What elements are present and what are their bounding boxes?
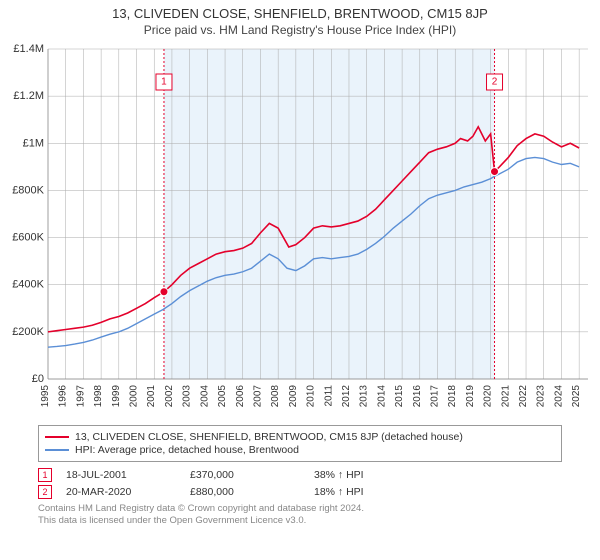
legend-label: 13, CLIVEDEN CLOSE, SHENFIELD, BRENTWOOD… <box>75 431 463 443</box>
x-tick-label: 1998 <box>93 385 104 408</box>
transaction-date: 18-JUL-2001 <box>66 469 176 481</box>
x-tick-label: 2002 <box>164 385 175 408</box>
y-tick-label: £1.2M <box>13 90 44 102</box>
transaction-row: 2 20-MAR-2020 £880,000 18% ↑ HPI <box>38 485 562 499</box>
x-tick-label: 2011 <box>323 385 334 407</box>
x-tick-label: 2004 <box>199 385 210 408</box>
x-tick-label: 2008 <box>270 385 281 408</box>
x-tick-label: 1999 <box>111 385 122 408</box>
x-tick-label: 2018 <box>447 385 458 408</box>
x-tick-label: 2021 <box>500 385 511 408</box>
transaction-price: £880,000 <box>190 486 300 498</box>
x-tick-label: 2019 <box>465 385 476 408</box>
x-tick-label: 2015 <box>394 385 405 408</box>
x-tick-label: 2009 <box>288 385 299 408</box>
legend-swatch <box>45 449 69 451</box>
x-tick-label: 2005 <box>217 385 228 408</box>
transaction-row: 1 18-JUL-2001 £370,000 38% ↑ HPI <box>38 468 562 482</box>
x-tick-label: 2012 <box>341 385 352 408</box>
y-tick-label: £1.4M <box>13 43 44 55</box>
x-tick-label: 2010 <box>306 385 317 408</box>
transaction-delta: 38% ↑ HPI <box>314 469 424 481</box>
x-tick-label: 2025 <box>571 385 582 408</box>
event-point <box>491 168 499 176</box>
y-tick-label: £800K <box>12 184 44 196</box>
footer-line-2: This data is licensed under the Open Gov… <box>38 515 562 527</box>
y-tick-label: £600K <box>12 232 44 244</box>
x-tick-label: 1996 <box>58 385 69 408</box>
legend-item: HPI: Average price, detached house, Bren… <box>45 444 555 456</box>
x-tick-label: 2007 <box>252 385 263 408</box>
x-tick-label: 1995 <box>40 385 51 408</box>
y-tick-label: £400K <box>12 279 44 291</box>
event-point <box>160 288 168 296</box>
x-tick-label: 2023 <box>536 385 547 408</box>
x-tick-label: 2003 <box>182 385 193 408</box>
x-tick-label: 2013 <box>359 385 370 408</box>
y-tick-label: £0 <box>32 373 44 385</box>
event-badge-number: 2 <box>492 77 498 88</box>
x-tick-label: 1997 <box>75 385 86 408</box>
x-tick-label: 2017 <box>430 385 441 408</box>
page-title: 13, CLIVEDEN CLOSE, SHENFIELD, BRENTWOOD… <box>10 6 590 21</box>
transaction-date: 20-MAR-2020 <box>66 486 176 498</box>
transaction-price: £370,000 <box>190 469 300 481</box>
x-tick-label: 2020 <box>483 385 494 408</box>
legend-swatch <box>45 436 69 438</box>
transaction-delta: 18% ↑ HPI <box>314 486 424 498</box>
x-tick-label: 2022 <box>518 385 529 408</box>
x-tick-label: 2001 <box>146 385 157 408</box>
highlight-band <box>164 49 495 379</box>
transaction-badge: 2 <box>38 485 52 499</box>
chart-svg: £0 £200K £400K £600K £800K £1M £1.2M £1.4M 1995 1… <box>0 41 600 421</box>
legend: 13, CLIVEDEN CLOSE, SHENFIELD, BRENTWOOD… <box>38 425 562 462</box>
x-tick-label: 2014 <box>376 385 387 408</box>
y-tick-label: £200K <box>12 326 44 338</box>
footer: Contains HM Land Registry data © Crown c… <box>38 503 562 528</box>
transaction-badge: 1 <box>38 468 52 482</box>
legend-item: 13, CLIVEDEN CLOSE, SHENFIELD, BRENTWOOD… <box>45 431 555 443</box>
x-tick-label: 2024 <box>553 385 564 408</box>
y-tick-label: £1M <box>23 137 44 149</box>
legend-label: HPI: Average price, detached house, Bren… <box>75 444 299 456</box>
event-badge-number: 1 <box>161 77 167 88</box>
x-tick-label: 2000 <box>129 385 140 408</box>
footer-line-1: Contains HM Land Registry data © Crown c… <box>38 503 562 515</box>
transactions-table: 1 18-JUL-2001 £370,000 38% ↑ HPI 2 20-MAR-202… <box>38 468 562 499</box>
x-tick-label: 2006 <box>235 385 246 408</box>
x-tick-label: 2016 <box>412 385 423 408</box>
page-subtitle: Price paid vs. HM Land Registry's House … <box>10 23 590 37</box>
price-chart: £0 £200K £400K £600K £800K £1M £1.2M £1.4M 1995 1… <box>0 41 600 421</box>
